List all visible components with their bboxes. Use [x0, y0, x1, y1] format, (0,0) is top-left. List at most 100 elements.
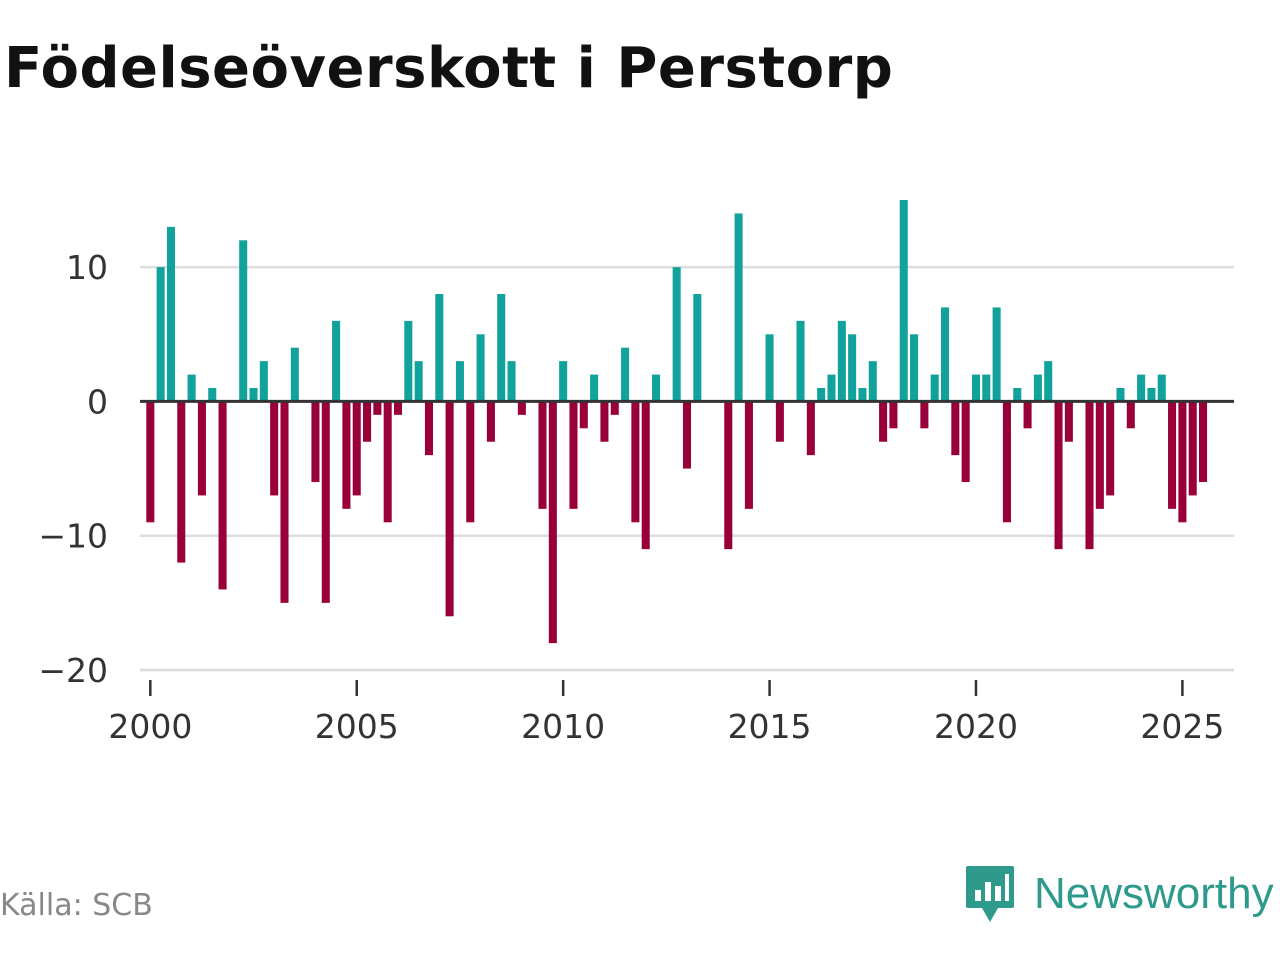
bar-negative	[177, 401, 186, 563]
newsworthy-logo-icon	[966, 866, 1014, 922]
bar-positive	[239, 240, 248, 402]
bar-negative	[600, 401, 609, 442]
bar-positive	[497, 294, 506, 402]
bar-negative	[270, 401, 279, 496]
bar-positive	[1137, 374, 1146, 402]
bar-positive	[652, 374, 661, 402]
bar-positive	[848, 334, 857, 402]
x-tick-label: 2010	[521, 707, 605, 746]
bar-positive	[435, 294, 444, 402]
x-tick-label: 2000	[108, 707, 192, 746]
bar-positive	[259, 361, 268, 402]
bar-positive	[187, 374, 196, 402]
bar-positive	[404, 320, 413, 402]
bar-negative	[806, 401, 815, 456]
x-tick-label: 2015	[728, 707, 812, 746]
bar-negative	[342, 401, 351, 509]
brand-name: Newsworthy	[1034, 869, 1274, 918]
bar-negative	[1178, 401, 1187, 523]
bars	[146, 200, 1208, 644]
bar-positive	[765, 334, 774, 402]
bar-positive	[796, 320, 805, 402]
bar-positive	[827, 374, 836, 402]
bar-positive	[290, 347, 299, 402]
bar-positive	[1013, 388, 1022, 402]
bar-negative	[610, 401, 619, 415]
bar-negative	[579, 401, 588, 429]
y-tick-label: 10	[66, 248, 108, 287]
bar-negative	[486, 401, 495, 442]
bar-negative	[517, 401, 526, 415]
bar-positive	[166, 226, 175, 402]
bar-negative	[1106, 401, 1115, 496]
bar-positive	[332, 320, 341, 402]
bar-negative	[1199, 401, 1208, 482]
bar-negative	[1023, 401, 1032, 429]
x-tick-label: 2005	[315, 707, 399, 746]
bar-negative	[197, 401, 206, 496]
bar-negative	[879, 401, 888, 442]
bar-negative	[1126, 401, 1135, 429]
bar-positive	[455, 361, 464, 402]
bar-negative	[961, 401, 970, 482]
bar-negative	[311, 401, 320, 482]
x-tick-label: 2025	[1140, 707, 1224, 746]
bar-negative	[682, 401, 692, 469]
bar-negative	[1188, 401, 1197, 496]
y-tick-label: −20	[38, 651, 108, 690]
bar-negative	[538, 401, 547, 509]
y-tick-label: −10	[38, 517, 108, 556]
bar-positive	[249, 388, 258, 402]
bar-positive	[1033, 374, 1042, 402]
bar-positive	[940, 307, 950, 402]
bar-negative	[352, 401, 361, 496]
bar-positive	[1116, 388, 1125, 402]
bar-positive	[208, 388, 217, 402]
bar-negative	[424, 401, 434, 456]
bar-negative	[218, 401, 227, 590]
bar-negative	[445, 401, 454, 617]
bar-negative	[744, 401, 753, 509]
bar-negative	[1002, 401, 1011, 523]
bar-positive	[817, 388, 826, 402]
bar-positive	[1044, 361, 1053, 402]
bar-positive	[559, 361, 568, 402]
bar-negative	[775, 401, 784, 442]
chart-title: Födelseöverskott i Perstorp	[4, 36, 894, 101]
bar-negative	[466, 401, 475, 523]
bar-negative	[393, 401, 403, 415]
bar-negative	[1054, 401, 1063, 550]
bar-negative	[920, 401, 929, 429]
bar-positive	[992, 307, 1001, 402]
bar-positive	[1147, 388, 1156, 402]
bar-positive	[476, 334, 485, 402]
bar-negative	[889, 401, 898, 429]
gridlines	[140, 265, 1234, 672]
bar-positive	[930, 374, 939, 402]
bar-negative	[641, 401, 650, 550]
x-tick-label: 2020	[934, 707, 1018, 746]
bar-negative	[321, 401, 330, 603]
bar-negative	[1064, 401, 1073, 442]
bar-positive	[971, 374, 981, 402]
source-note: Källa: SCB	[0, 888, 153, 923]
bar-negative	[951, 401, 960, 456]
bar-positive	[982, 374, 991, 402]
bar-positive	[868, 361, 877, 402]
bar-negative	[724, 401, 733, 550]
bar-negative	[373, 401, 382, 415]
bar-positive	[693, 294, 702, 402]
bar-positive	[414, 361, 423, 402]
bar-positive	[910, 334, 919, 402]
bar-positive	[507, 361, 516, 402]
bar-negative	[548, 401, 557, 644]
bar-negative	[631, 401, 640, 523]
bar-positive	[734, 213, 743, 402]
bar-positive	[858, 388, 867, 402]
y-tick-label: 0	[87, 382, 108, 421]
bar-positive	[899, 200, 908, 402]
bar-negative	[146, 401, 155, 523]
bar-negative	[569, 401, 578, 509]
